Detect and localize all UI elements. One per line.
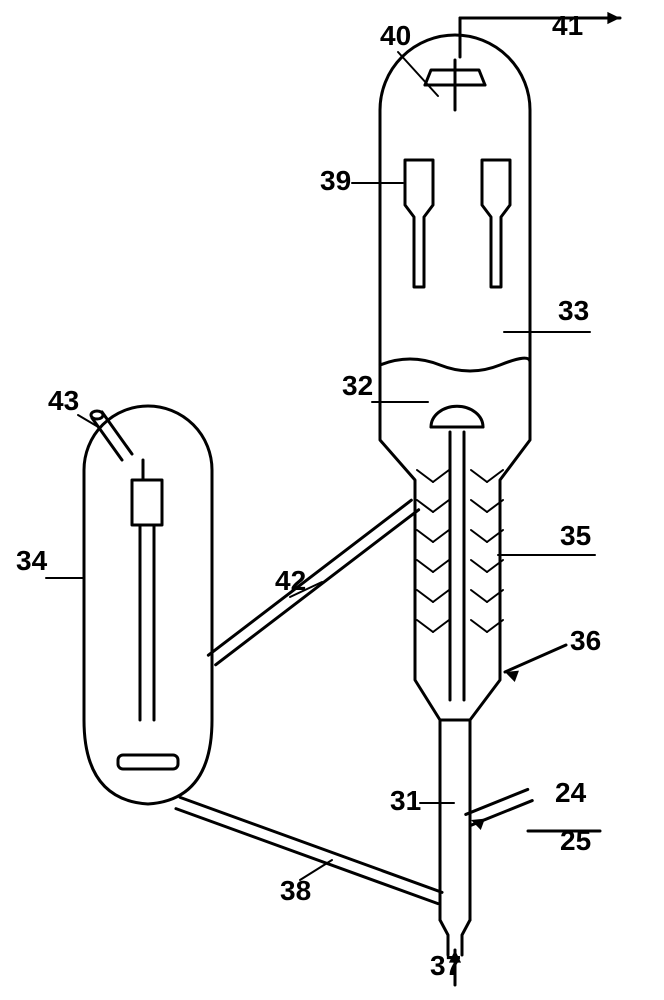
label-38: 38: [280, 875, 311, 906]
regenerator-shell: [84, 406, 212, 804]
label-31: 31: [390, 785, 421, 816]
label-25: 25: [560, 825, 591, 856]
label-40: 40: [380, 20, 411, 51]
label-32: 32: [342, 370, 373, 401]
label-35: 35: [560, 520, 591, 551]
diagram-canvas: 40 41 39 33 32 43 34 42 35 36 31 24 25 38 37: [0, 0, 664, 1000]
label-36: 36: [570, 625, 601, 656]
label-24: 24: [555, 777, 587, 808]
label-33: 33: [558, 295, 589, 326]
label-37: 37: [430, 950, 461, 981]
label-39: 39: [320, 165, 351, 196]
label-42: 42: [275, 565, 306, 596]
label-43: 43: [48, 385, 79, 416]
label-34: 34: [16, 545, 48, 576]
settler-shell: [380, 35, 530, 720]
label-41: 41: [552, 10, 583, 41]
